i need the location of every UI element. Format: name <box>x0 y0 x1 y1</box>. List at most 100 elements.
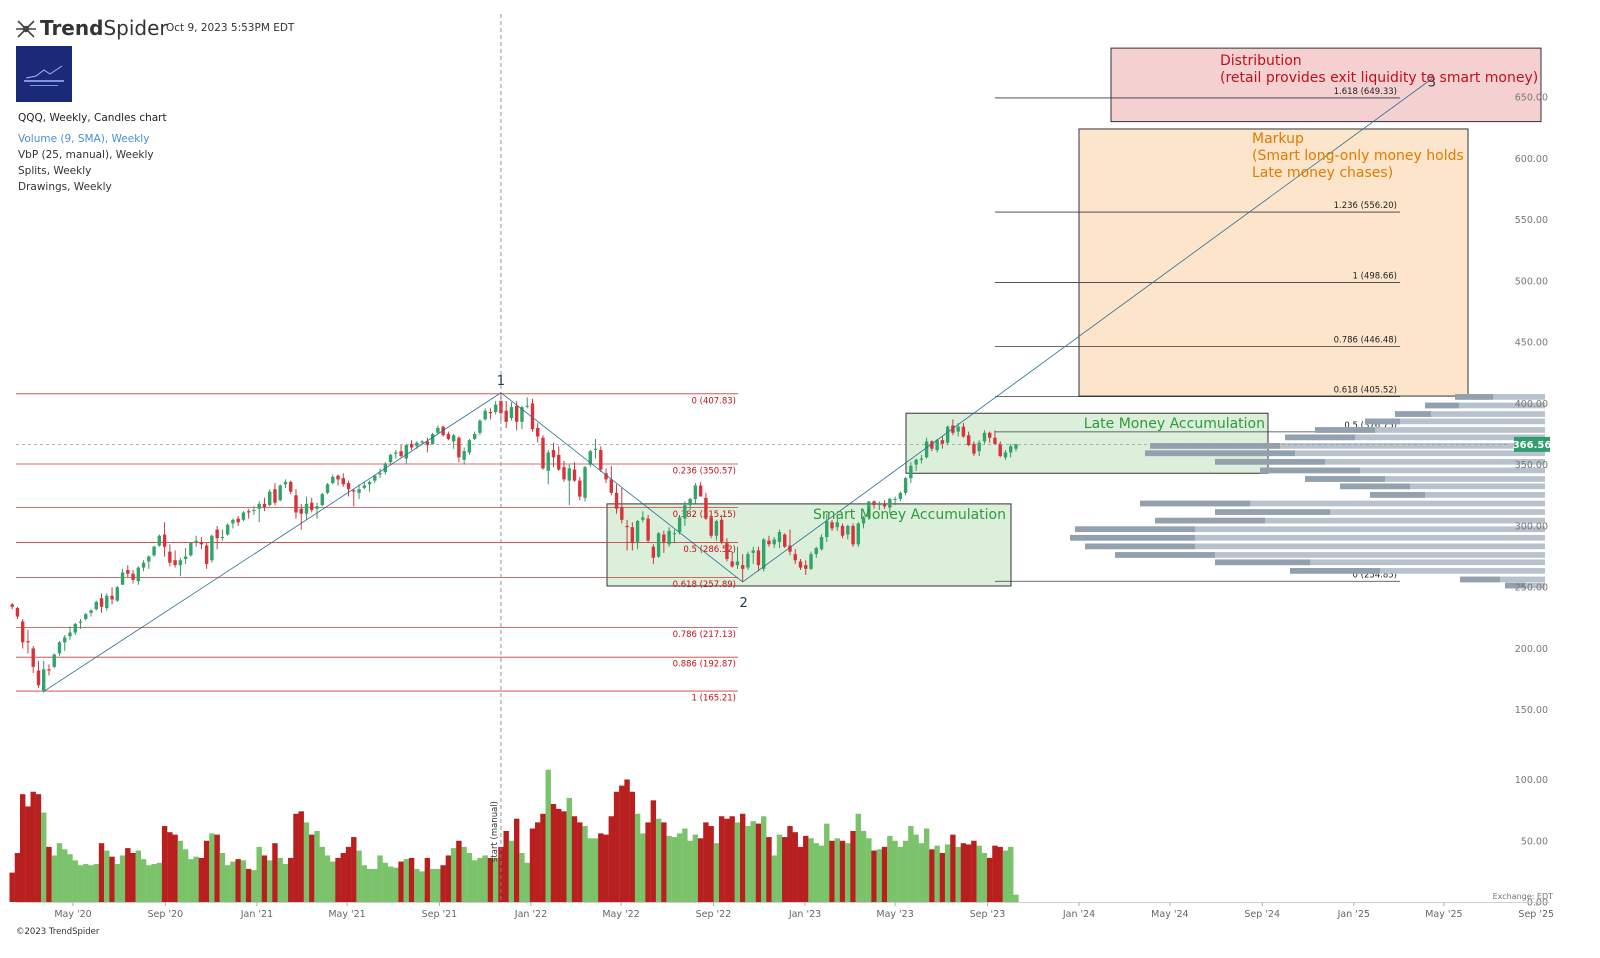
avatar-emblem-icon <box>24 65 64 86</box>
candle-body <box>178 560 183 566</box>
fib-retracement-label: 0.786 (217.13) <box>673 630 736 640</box>
candle-body <box>840 525 845 536</box>
wave-label-1: 1 <box>497 374 505 389</box>
candle-body <box>278 485 282 501</box>
volume-bar <box>550 804 557 902</box>
vbp-bar-segment <box>1285 434 1355 441</box>
volume-bar <box>923 828 930 902</box>
candle-body <box>604 473 608 480</box>
volume-bar <box>393 867 399 902</box>
volume-bar <box>445 855 452 902</box>
volume-bar <box>398 861 404 902</box>
fib-extension-label: 0.786 (446.48) <box>1334 335 1397 345</box>
candle-body <box>762 539 766 569</box>
legend-item[interactable]: Volume (9, SMA), Weekly <box>18 133 150 145</box>
volume-bar <box>361 865 367 902</box>
volume-layer <box>9 769 1019 902</box>
volume-bar <box>519 853 525 902</box>
volume-bar <box>587 838 593 902</box>
vbp-bar <box>1260 467 1545 474</box>
volume-bar <box>51 855 57 902</box>
volume-bar <box>267 860 273 902</box>
vbp-bar-segment <box>1260 467 1360 474</box>
candle-body <box>987 432 992 438</box>
vbp-bar-segment <box>1215 559 1310 566</box>
volume-bar <box>577 822 583 902</box>
candle-body <box>488 411 493 414</box>
volume-bar <box>46 846 52 902</box>
fib-extension-label: 0.618 (405.52) <box>1334 386 1397 396</box>
volume-bar <box>209 833 215 902</box>
volume-bar <box>876 849 883 902</box>
candle-body <box>809 554 813 569</box>
legend-item[interactable]: Splits, Weekly <box>18 165 92 177</box>
volume-bar <box>592 838 599 902</box>
volume-bar <box>345 846 352 902</box>
volume-bar <box>261 855 268 902</box>
legend-item[interactable]: QQQ, Weekly, Candles chart <box>18 112 167 124</box>
zone-caption-markup: Late money chases) <box>1252 165 1393 181</box>
vbp-bar <box>1215 559 1545 566</box>
wave-label-3: 3 <box>1428 76 1436 91</box>
candle-body <box>504 410 508 422</box>
candle-body <box>746 554 750 568</box>
wave-trend-line <box>500 392 743 583</box>
vbp-bar-segment <box>1150 443 1280 449</box>
wave-trend-line <box>742 78 1433 583</box>
volume-bar <box>167 832 173 902</box>
legend-item[interactable]: VbP (25, manual), Weekly <box>18 149 154 161</box>
volume-bar <box>109 856 115 902</box>
volume-bar <box>424 857 431 902</box>
candle-body <box>231 519 235 524</box>
volume-bar <box>829 840 835 902</box>
candle-body <box>325 484 330 493</box>
volume-bar <box>503 830 509 902</box>
candle-body <box>998 443 1002 457</box>
candle-body <box>131 573 135 580</box>
volume-bar <box>314 830 320 902</box>
volume-bar <box>435 868 441 902</box>
candle-body <box>572 469 577 481</box>
candle-body <box>714 521 719 536</box>
x-axis-tick-label: May '25 <box>1425 909 1462 920</box>
candle-body <box>147 556 151 562</box>
volume-bar <box>703 822 709 902</box>
candle-body <box>767 540 771 545</box>
candle-body <box>914 459 918 465</box>
volume-bar <box>277 857 283 902</box>
candle-body <box>541 437 545 469</box>
vbp-bar-segment <box>1215 458 1325 465</box>
zone-box-distribution <box>1110 47 1542 123</box>
vbp-bar <box>1085 543 1545 550</box>
volume-bar <box>256 846 262 902</box>
x-axis-tick-label: Sep '21 <box>422 909 458 920</box>
candle-body <box>457 437 461 458</box>
candle-body <box>472 434 477 439</box>
volume-bar <box>682 828 688 902</box>
candle-body <box>262 503 267 508</box>
volume-bar <box>855 813 862 902</box>
vbp-bar <box>1155 517 1545 524</box>
candle-body <box>415 442 419 447</box>
candle-body <box>646 518 650 541</box>
fib-retracement-label: 1 (165.21) <box>692 694 736 704</box>
volume-bar <box>650 800 657 902</box>
legend-item[interactable]: Drawings, Weekly <box>18 181 112 193</box>
candle-body <box>783 534 787 547</box>
vbp-bar <box>1215 458 1545 465</box>
volume-bar <box>613 791 620 902</box>
candle-body <box>110 595 114 600</box>
candle-body <box>283 481 288 485</box>
vbp-bar-segment <box>1085 543 1195 550</box>
candle-body <box>399 451 403 457</box>
candle-body <box>835 522 839 528</box>
vbp-bar-segment <box>1215 509 1330 515</box>
volume-bar <box>1002 850 1009 902</box>
avatar[interactable] <box>16 46 72 102</box>
volume-bar <box>950 834 956 902</box>
volume-bar <box>471 860 478 902</box>
vbp-bar <box>1315 427 1545 433</box>
candle-body <box>593 448 598 450</box>
candle-body <box>1014 444 1018 449</box>
